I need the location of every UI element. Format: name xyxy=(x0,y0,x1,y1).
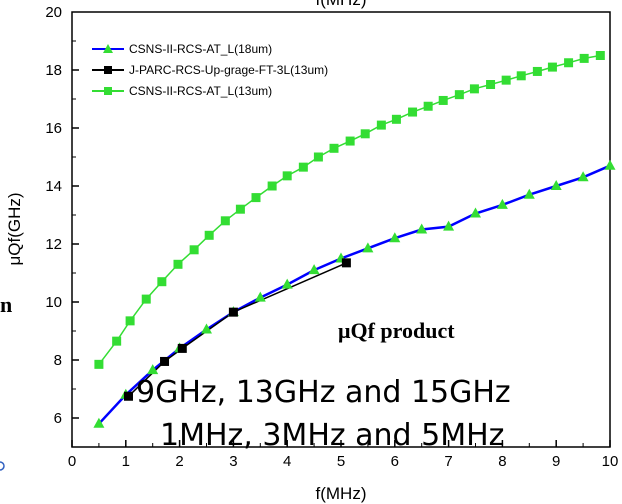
x-tick-label: 1 xyxy=(122,453,130,470)
x-axis-ticks: 0 1 2 3 4 5 6 7 8 9 10 xyxy=(68,440,619,470)
data-point-square xyxy=(564,58,574,68)
legend: CSNS-II-RCS-AT_L(18um) J-PARC-RCS-Up-gra… xyxy=(92,42,328,98)
data-point-square xyxy=(189,245,199,255)
data-point-square xyxy=(157,277,167,287)
x-tick-label: 3 xyxy=(229,453,237,470)
data-point-square xyxy=(112,336,122,346)
y-tick-label-top: 20 xyxy=(45,4,62,21)
data-point-square xyxy=(141,294,151,304)
left-edge-fragment: n xyxy=(0,292,12,317)
y-tick-label: 8 xyxy=(54,352,62,369)
legend-label-2: J-PARC-RCS-Up-grage-FT-3L(13um) xyxy=(129,63,328,77)
y-tick-label: 18 xyxy=(45,62,62,79)
x-tick-label: 9 xyxy=(552,453,560,470)
data-point-square xyxy=(486,80,496,89)
data-point-square xyxy=(173,259,183,269)
data-point-triangle xyxy=(147,364,159,375)
data-point-square xyxy=(408,107,418,117)
data-point-square xyxy=(595,51,605,60)
data-point-square xyxy=(391,114,401,124)
data-point-triangle xyxy=(254,291,266,302)
data-point-square xyxy=(423,101,433,111)
data-point-square xyxy=(345,136,355,146)
data-point-square xyxy=(313,152,323,162)
data-point-triangle xyxy=(470,207,481,218)
data-point-square xyxy=(228,307,238,317)
data-point-square xyxy=(123,391,133,401)
y-tick-label: 10 xyxy=(45,294,62,311)
annotation-ghz: 9GHz, 13GHz and 15GHz xyxy=(136,375,511,410)
y-tick-label: 6 xyxy=(54,410,62,427)
edge-circle-fragment xyxy=(0,461,5,471)
data-point-square xyxy=(532,66,542,76)
data-point-square xyxy=(329,143,339,153)
data-point-triangle xyxy=(496,198,508,209)
data-point-triangle xyxy=(281,278,293,289)
data-point-square xyxy=(160,356,170,366)
data-point-square xyxy=(360,129,370,139)
data-point-square xyxy=(469,84,479,94)
data-point-triangle xyxy=(93,417,105,428)
x-tick-label: 10 xyxy=(602,453,619,470)
y-tick-label: 12 xyxy=(45,236,62,253)
x-tick-label: 7 xyxy=(444,453,452,470)
data-point-square xyxy=(438,95,448,105)
data-point-triangle xyxy=(550,180,562,190)
series-layer xyxy=(93,51,616,428)
data-point-triangle xyxy=(604,159,616,170)
data-point-square xyxy=(579,53,589,63)
data-point-triangle xyxy=(201,323,212,334)
data-point-square xyxy=(177,343,187,353)
data-point-square xyxy=(298,162,308,172)
y-axis-ticks: 6 8 10 12 14 16 18 xyxy=(45,40,79,427)
y-axis-title: μQf(GHz) xyxy=(5,192,24,265)
data-point-square xyxy=(204,230,214,240)
y-tick-label: 14 xyxy=(45,178,62,195)
data-point-triangle xyxy=(389,232,401,243)
top-axis-title: f(MHz) xyxy=(316,0,367,9)
x-tick-label: 4 xyxy=(283,453,291,470)
x-tick-label: 0 xyxy=(68,453,76,470)
x-axis-title: f(MHz) xyxy=(316,484,367,503)
annotation-product: μQf product xyxy=(338,318,455,343)
data-point-square xyxy=(94,359,104,369)
x-tick-label: 2 xyxy=(175,453,183,470)
legend-label-1: CSNS-II-RCS-AT_L(18um) xyxy=(129,42,272,56)
data-point-triangle xyxy=(308,264,320,275)
data-point-triangle xyxy=(416,223,428,234)
x-tick-label: 6 xyxy=(391,453,399,470)
annotation-mhz: 1MHz, 3MHz and 5MHz xyxy=(160,418,504,453)
y-tick-label: 16 xyxy=(45,120,62,137)
data-point-square xyxy=(341,258,351,268)
data-point-triangle xyxy=(577,171,589,182)
data-point-square xyxy=(220,216,230,226)
data-point-square xyxy=(235,204,245,214)
data-point-square xyxy=(282,171,292,181)
data-point-triangle xyxy=(362,242,374,253)
data-point-triangle xyxy=(523,188,535,199)
data-point-square xyxy=(267,181,277,191)
data-point-square xyxy=(501,75,511,85)
legend-marker-3 xyxy=(104,87,112,95)
data-point-square xyxy=(251,193,261,203)
legend-label-3: CSNS-II-RCS-AT_L(13um) xyxy=(129,84,272,98)
data-point-square xyxy=(376,120,386,130)
x-tick-label: 5 xyxy=(337,453,345,470)
data-point-triangle xyxy=(443,220,455,231)
x-tick-label: 8 xyxy=(498,453,506,470)
data-point-square xyxy=(516,71,526,81)
data-point-square xyxy=(454,90,464,100)
legend-marker-1 xyxy=(103,44,113,53)
data-point-square xyxy=(547,62,557,72)
legend-marker-2 xyxy=(104,66,112,74)
data-point-square xyxy=(125,316,135,326)
